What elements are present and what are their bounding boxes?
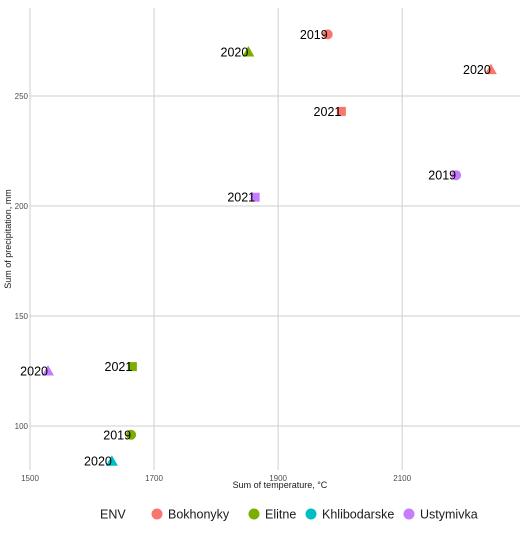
data-points xyxy=(41,29,497,466)
data-point-khlibodarske-2020 xyxy=(105,455,118,466)
data-point-bokhonyky-2019 xyxy=(322,29,333,40)
x-tick-label: 1900 xyxy=(269,474,287,483)
legend-key-khlibodarske xyxy=(305,508,317,520)
legend-key-elitne xyxy=(248,508,260,520)
x-tick-label: 1500 xyxy=(21,474,39,483)
point-label: 2019 xyxy=(103,428,131,442)
data-point-elitne-2019 xyxy=(126,429,137,440)
point-label: 2021 xyxy=(105,360,133,374)
data-point-ustymivka-2019 xyxy=(451,170,462,181)
point-labels: 2019 2020 2021 2019 2020 2021 2020 2019 2020 2021 xyxy=(20,28,491,469)
x-tick-label: 2100 xyxy=(393,474,411,483)
data-point-bokhonyky-2021 xyxy=(336,106,346,116)
tick-labels: 1500 1700 1900 2100 100 150 200 250 xyxy=(15,92,412,483)
data-point-ustymivka-2020 xyxy=(41,365,54,376)
y-tick-label: 200 xyxy=(15,202,29,211)
point-label: 2020 xyxy=(221,46,249,60)
legend-label-bokhonyky: Bokhonyky xyxy=(168,508,230,522)
point-label: 2020 xyxy=(463,63,491,77)
y-axis-title: Sum of precipitation, mm xyxy=(3,189,13,289)
legend-label-ustymivka: Ustymivka xyxy=(420,508,478,522)
grid xyxy=(29,8,520,470)
point-label: 2019 xyxy=(300,28,328,42)
data-point-elitne-2021 xyxy=(127,362,137,372)
y-tick-label: 250 xyxy=(15,92,29,101)
point-label: 2020 xyxy=(84,455,112,469)
data-point-elitne-2020 xyxy=(242,46,255,57)
legend-key-ustymivka xyxy=(403,508,415,520)
point-label: 2021 xyxy=(314,105,342,119)
y-tick-label: 100 xyxy=(15,422,29,431)
point-label: 2019 xyxy=(428,169,456,183)
x-tick-label: 1700 xyxy=(145,474,163,483)
point-label: 2021 xyxy=(227,191,255,205)
x-axis-title: Sum of temperature, °C xyxy=(233,480,328,490)
legend-key-bokhonyky xyxy=(151,508,163,520)
y-tick-label: 150 xyxy=(15,312,29,321)
legend-label-elitne: Elitne xyxy=(265,508,296,522)
legend-title: ENV xyxy=(100,508,126,522)
legend: ENV Bokhonyky Elitne Khlibodarske Ustymivka xyxy=(100,508,478,522)
data-point-ustymivka-2021 xyxy=(250,192,260,202)
legend-label-khlibodarske: Khlibodarske xyxy=(322,508,394,522)
data-point-bokhonyky-2020 xyxy=(484,63,497,75)
point-label: 2020 xyxy=(20,365,48,379)
